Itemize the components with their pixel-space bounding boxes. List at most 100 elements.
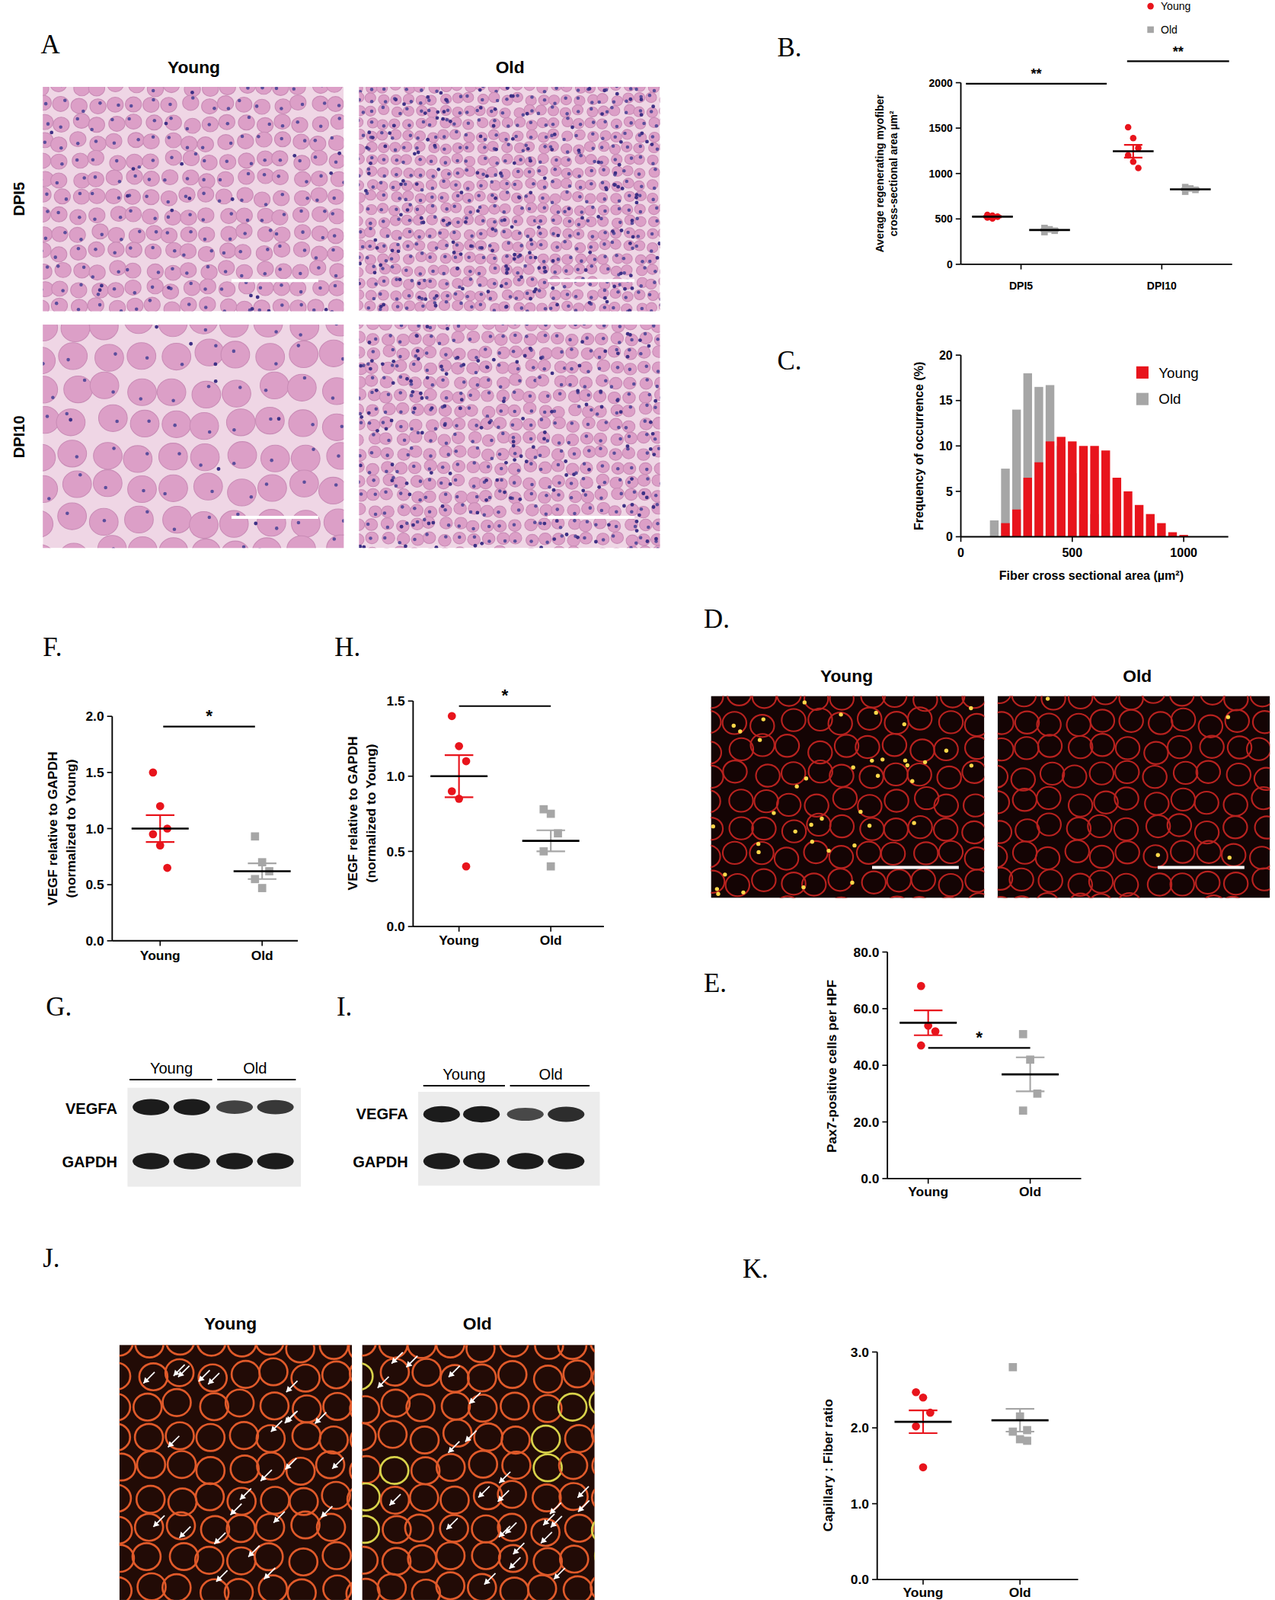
infiltrate bbox=[459, 190, 464, 195]
fiber bbox=[474, 214, 486, 225]
nucleus bbox=[81, 109, 86, 114]
fiber bbox=[488, 129, 499, 140]
fiber bbox=[271, 209, 288, 225]
fiber bbox=[425, 95, 437, 106]
fiber bbox=[319, 476, 345, 504]
fiber bbox=[548, 301, 560, 311]
nucleus bbox=[488, 243, 493, 248]
nucleus bbox=[42, 178, 44, 183]
nucleus bbox=[637, 172, 642, 176]
nucleus bbox=[220, 287, 224, 291]
nucleus bbox=[445, 293, 450, 298]
nucleus bbox=[333, 284, 338, 288]
nucleus bbox=[565, 190, 569, 195]
fiber bbox=[550, 264, 562, 275]
y-tick bbox=[872, 1578, 878, 1580]
infiltrate bbox=[442, 109, 447, 114]
infiltrate bbox=[658, 241, 661, 246]
nucleus bbox=[418, 198, 423, 203]
nucleus bbox=[442, 146, 447, 151]
nucleus bbox=[249, 495, 254, 499]
nucleus bbox=[371, 264, 376, 269]
infiltrate bbox=[444, 98, 449, 103]
nucleus bbox=[629, 86, 633, 91]
fiber bbox=[574, 129, 585, 140]
fiber bbox=[378, 275, 390, 286]
nucleus bbox=[630, 246, 635, 251]
y-tick-label: 40.0 bbox=[853, 1057, 880, 1073]
infiltrate bbox=[619, 140, 624, 144]
x-tick bbox=[927, 1178, 930, 1184]
nucleus bbox=[75, 158, 80, 163]
nucleus bbox=[304, 179, 309, 184]
fiber bbox=[636, 265, 648, 276]
nucleus bbox=[520, 206, 525, 211]
fiber bbox=[238, 153, 255, 169]
bar bbox=[990, 520, 999, 537]
fiber bbox=[182, 169, 199, 186]
nucleus bbox=[204, 328, 208, 333]
infiltrate bbox=[479, 134, 483, 138]
nucleus bbox=[381, 105, 386, 110]
nucleus bbox=[207, 122, 211, 127]
fiber bbox=[237, 134, 254, 150]
y-axis bbox=[412, 700, 414, 927]
fiber bbox=[465, 86, 477, 93]
fiber bbox=[413, 86, 425, 93]
fiber bbox=[501, 117, 513, 128]
nucleus bbox=[466, 255, 471, 259]
nucleus bbox=[334, 324, 339, 326]
nucleus bbox=[618, 220, 623, 225]
nucleus bbox=[554, 158, 559, 163]
infiltrate bbox=[612, 284, 617, 289]
nucleus bbox=[194, 152, 199, 157]
fiber bbox=[584, 118, 596, 128]
error-cap bbox=[908, 1431, 937, 1434]
nucleus bbox=[366, 207, 371, 211]
fiber bbox=[463, 92, 474, 103]
y-tick-label: 3.0 bbox=[850, 1344, 870, 1360]
fiber bbox=[109, 155, 126, 171]
x-tick-label: 1000 bbox=[1169, 545, 1198, 560]
nucleus bbox=[297, 520, 301, 525]
fiber bbox=[73, 188, 90, 205]
panel-label: K. bbox=[742, 1253, 769, 1284]
nucleus bbox=[501, 210, 506, 215]
fiber bbox=[89, 99, 106, 115]
x-tick bbox=[1161, 264, 1164, 270]
nucleus bbox=[504, 137, 509, 142]
nucleus bbox=[56, 210, 61, 215]
error-cap bbox=[908, 1409, 937, 1411]
fiber bbox=[87, 297, 104, 312]
nucleus bbox=[575, 246, 579, 251]
nucleus bbox=[341, 357, 344, 362]
fiber bbox=[645, 92, 657, 103]
fiber bbox=[58, 342, 88, 370]
fiber bbox=[51, 246, 68, 263]
infiltrate bbox=[434, 293, 439, 298]
nucleus bbox=[358, 278, 360, 282]
nucleus bbox=[586, 218, 591, 223]
infiltrate bbox=[627, 308, 632, 311]
fiber bbox=[425, 117, 437, 128]
infiltrate bbox=[412, 151, 417, 156]
nucleus bbox=[543, 144, 547, 149]
mean-line bbox=[1001, 1073, 1059, 1076]
fiber bbox=[477, 117, 489, 128]
fiber bbox=[659, 95, 661, 106]
fiber bbox=[143, 189, 160, 205]
fiber bbox=[42, 376, 58, 403]
fiber bbox=[499, 190, 511, 201]
nucleus bbox=[367, 244, 372, 249]
fiber bbox=[126, 169, 143, 185]
nucleus bbox=[171, 398, 176, 403]
x-tick-label: Young bbox=[903, 1584, 944, 1600]
nucleus bbox=[514, 219, 518, 224]
nucleus bbox=[255, 104, 259, 109]
fiber bbox=[127, 132, 144, 148]
fiber bbox=[180, 262, 197, 279]
nucleus bbox=[589, 295, 594, 300]
infiltrate bbox=[499, 284, 504, 288]
fiber bbox=[623, 116, 635, 127]
point bbox=[1130, 158, 1138, 166]
